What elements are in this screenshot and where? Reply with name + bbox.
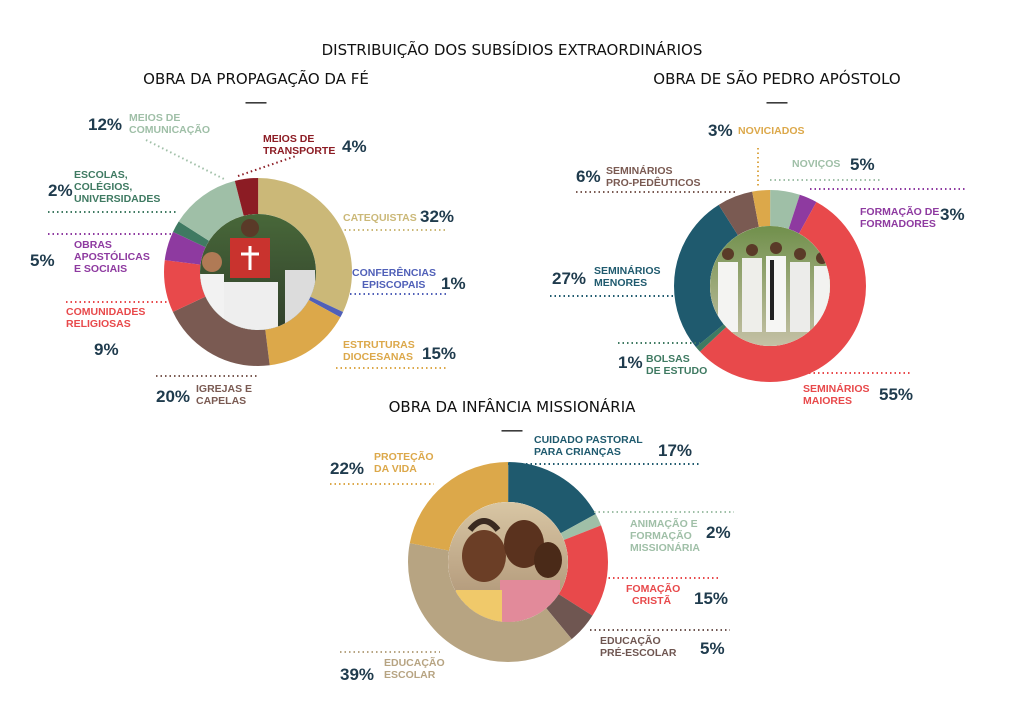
pct-educacao-pre-escolar: 5%	[700, 639, 725, 658]
donut-slice-1-semin-rios-maiores	[674, 190, 866, 382]
pct-comunidades: 9%	[94, 340, 119, 359]
pct-fomacao-crista: 15%	[694, 589, 728, 608]
label-cuidado-pastoral: CUIDADO PASTORAL PARA CRIANÇAS	[534, 434, 643, 458]
label-seminarios-maiores: SEMINÁRIOS MAIORES	[803, 382, 870, 407]
label-obras-apostolicas: OBRAS APOSTÓLICAS E SOCIAIS	[74, 239, 150, 275]
label-meios-transporte: MEIOS DE TRANSPORTE	[263, 133, 335, 157]
label-catequistas: CATEQUISTAS	[343, 212, 417, 224]
label-conferencias-episcopais: CONFERÊNCIAS EPISCOPAIS	[352, 266, 436, 291]
label-igrejas-capelas: IGREJAS E CAPELAS	[196, 383, 252, 407]
seminarians-photo	[710, 226, 830, 346]
label-protecao-vida: PROTEÇÃO DA VIDA	[374, 450, 434, 475]
label-novicos: NOVIÇOS	[792, 158, 840, 170]
chart-underline-sao-pedro: ___	[767, 88, 788, 104]
labels-infancia: CUIDADO PASTORAL PARA CRIANÇAS 17% ANIMAÇ…	[330, 434, 734, 684]
chart-underline-propagacao: ___	[246, 88, 267, 104]
pct-seminarios-menores: 27%	[552, 269, 586, 288]
chart-underline-infancia: ___	[502, 416, 523, 432]
donut-slice-0-igrejas-e-capelas	[164, 178, 352, 366]
label-educacao-escolar: EDUCAÇÃO ESCOLAR	[384, 656, 445, 681]
pct-meios-transporte: 4%	[342, 137, 367, 156]
donut-slice-2-foma-o-crist-	[408, 462, 608, 662]
pct-catequistas: 32%	[420, 207, 454, 226]
label-noviciados: NOVICIADOS	[738, 125, 805, 137]
label-educacao-pre-escolar: EDUCAÇÃO PRÉ-ESCOLAR	[600, 634, 677, 659]
label-formacao-formadores: FORMAÇÃO DE FORMADORES	[860, 205, 939, 230]
pct-protecao-vida: 22%	[330, 459, 364, 478]
label-meios-comunicacao: MEIOS DE COMUNICAÇÃO	[129, 112, 210, 136]
label-comunidades-religiosas: COMUNIDADES RELIGIOSAS	[66, 306, 145, 330]
pct-obras: 5%	[30, 251, 55, 270]
donut-slice-2-educa-o-escolar	[408, 462, 608, 662]
pct-noviciados: 3%	[708, 121, 733, 140]
label-animacao-formacao: ANIMAÇÃO E FORMAÇÃO MISSIONÁRIA	[630, 517, 700, 554]
chart-title-propagacao: OBRA DA PROPAGAÇÃO DA FÉ	[143, 69, 369, 88]
pct-estruturas: 15%	[422, 344, 456, 363]
label-fomacao-crista: FOMAÇÃO CRISTÃ	[626, 582, 680, 607]
pct-meios-comunicacao: 12%	[88, 115, 122, 134]
donut-slice-1-semin-rios-menores	[674, 190, 866, 382]
label-seminarios-propedeuticos: SEMINÁRIOS PRO-PEDÊUTICOS	[606, 164, 701, 189]
donut-slice-0-comunidades-religiosas	[164, 178, 352, 366]
label-seminarios-menores: SEMINÁRIOS MENORES	[594, 264, 661, 289]
pct-formacao-formadores: 3%	[940, 205, 965, 224]
pct-igrejas: 20%	[156, 387, 190, 406]
donut-slice-0-catequistas	[164, 178, 352, 366]
donut-slice-1-noviciados	[674, 190, 866, 382]
page-title: DISTRIBUIÇÃO DOS SUBSÍDIOS EXTRAORDINÁRI…	[322, 40, 703, 59]
chart-title-infancia: OBRA DA INFÂNCIA MISSIONÁRIA	[389, 397, 637, 416]
labels-propagacao: CATEQUISTAS 32% CONFERÊNCIAS EPISCOPAIS 1…	[30, 112, 466, 407]
label-bolsas-estudo: BOLSAS DE ESTUDO	[646, 353, 707, 377]
donut-slice-0-meios-de-transporte	[164, 178, 352, 366]
label-escolas-colegios: ESCOLAS, COLÉGIOS, UNIVERSIDADES	[74, 169, 160, 205]
pct-novicos: 5%	[850, 155, 875, 174]
pct-seminarios-propedeuticos: 6%	[576, 167, 601, 186]
pct-bolsas: 1%	[618, 353, 643, 372]
pct-educacao-escolar: 39%	[340, 665, 374, 684]
labels-sao-pedro: 3% NOVICIADOS NOVIÇOS 5% FORMAÇÃO DE FORM…	[550, 121, 966, 407]
pct-animacao: 2%	[706, 523, 731, 542]
donut-slice-2-prote-o-da-vida	[408, 462, 608, 662]
pct-cuidado-pastoral: 17%	[658, 441, 692, 460]
pct-escolas: 2%	[48, 181, 73, 200]
pct-seminarios-maiores: 55%	[879, 385, 913, 404]
chart-title-sao-pedro: OBRA DE SÃO PEDRO APÓSTOLO	[653, 69, 900, 88]
label-estruturas-diocesanas: ESTRUTURAS DIOCESANAS	[343, 339, 415, 363]
pct-conferencias: 1%	[441, 274, 466, 293]
